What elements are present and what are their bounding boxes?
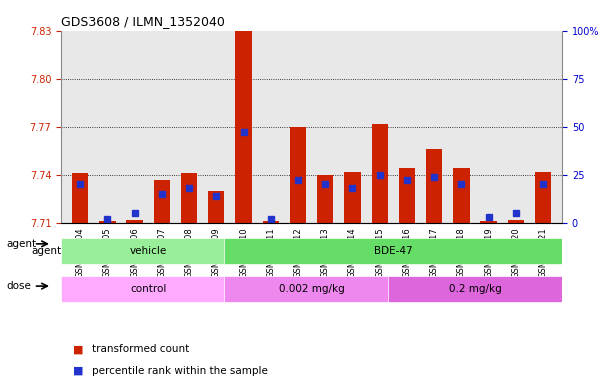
FancyBboxPatch shape — [388, 276, 562, 302]
Bar — [126, 220, 143, 223]
Text: BDE-47: BDE-47 — [374, 245, 412, 256]
Bar — [154, 179, 170, 223]
Text: ■: ■ — [73, 344, 84, 354]
FancyBboxPatch shape — [61, 276, 235, 302]
Bar — [72, 173, 89, 223]
FancyBboxPatch shape — [61, 238, 235, 263]
Bar — [371, 124, 388, 223]
Bar — [317, 175, 334, 223]
Bar — [535, 172, 551, 223]
Bar — [426, 149, 442, 223]
Bar — [344, 172, 360, 223]
Bar — [508, 220, 524, 223]
Bar — [235, 31, 252, 223]
Bar — [263, 221, 279, 223]
Bar — [208, 191, 224, 223]
FancyBboxPatch shape — [224, 238, 562, 263]
Text: control: control — [130, 284, 166, 294]
Text: ■: ■ — [73, 366, 84, 376]
Text: GDS3608 / ILMN_1352040: GDS3608 / ILMN_1352040 — [61, 15, 225, 28]
Bar — [99, 221, 115, 223]
Text: 0.002 mg/kg: 0.002 mg/kg — [279, 284, 345, 294]
Bar — [480, 221, 497, 223]
FancyBboxPatch shape — [224, 276, 399, 302]
Text: agent: agent — [31, 245, 61, 256]
Bar — [290, 127, 306, 223]
Text: vehicle: vehicle — [130, 245, 167, 256]
Text: dose: dose — [6, 281, 31, 291]
Text: agent: agent — [6, 239, 36, 249]
Text: percentile rank within the sample: percentile rank within the sample — [92, 366, 268, 376]
Text: 0.2 mg/kg: 0.2 mg/kg — [448, 284, 502, 294]
Text: transformed count: transformed count — [92, 344, 189, 354]
Bar — [181, 173, 197, 223]
Bar — [399, 168, 415, 223]
Bar — [453, 168, 469, 223]
